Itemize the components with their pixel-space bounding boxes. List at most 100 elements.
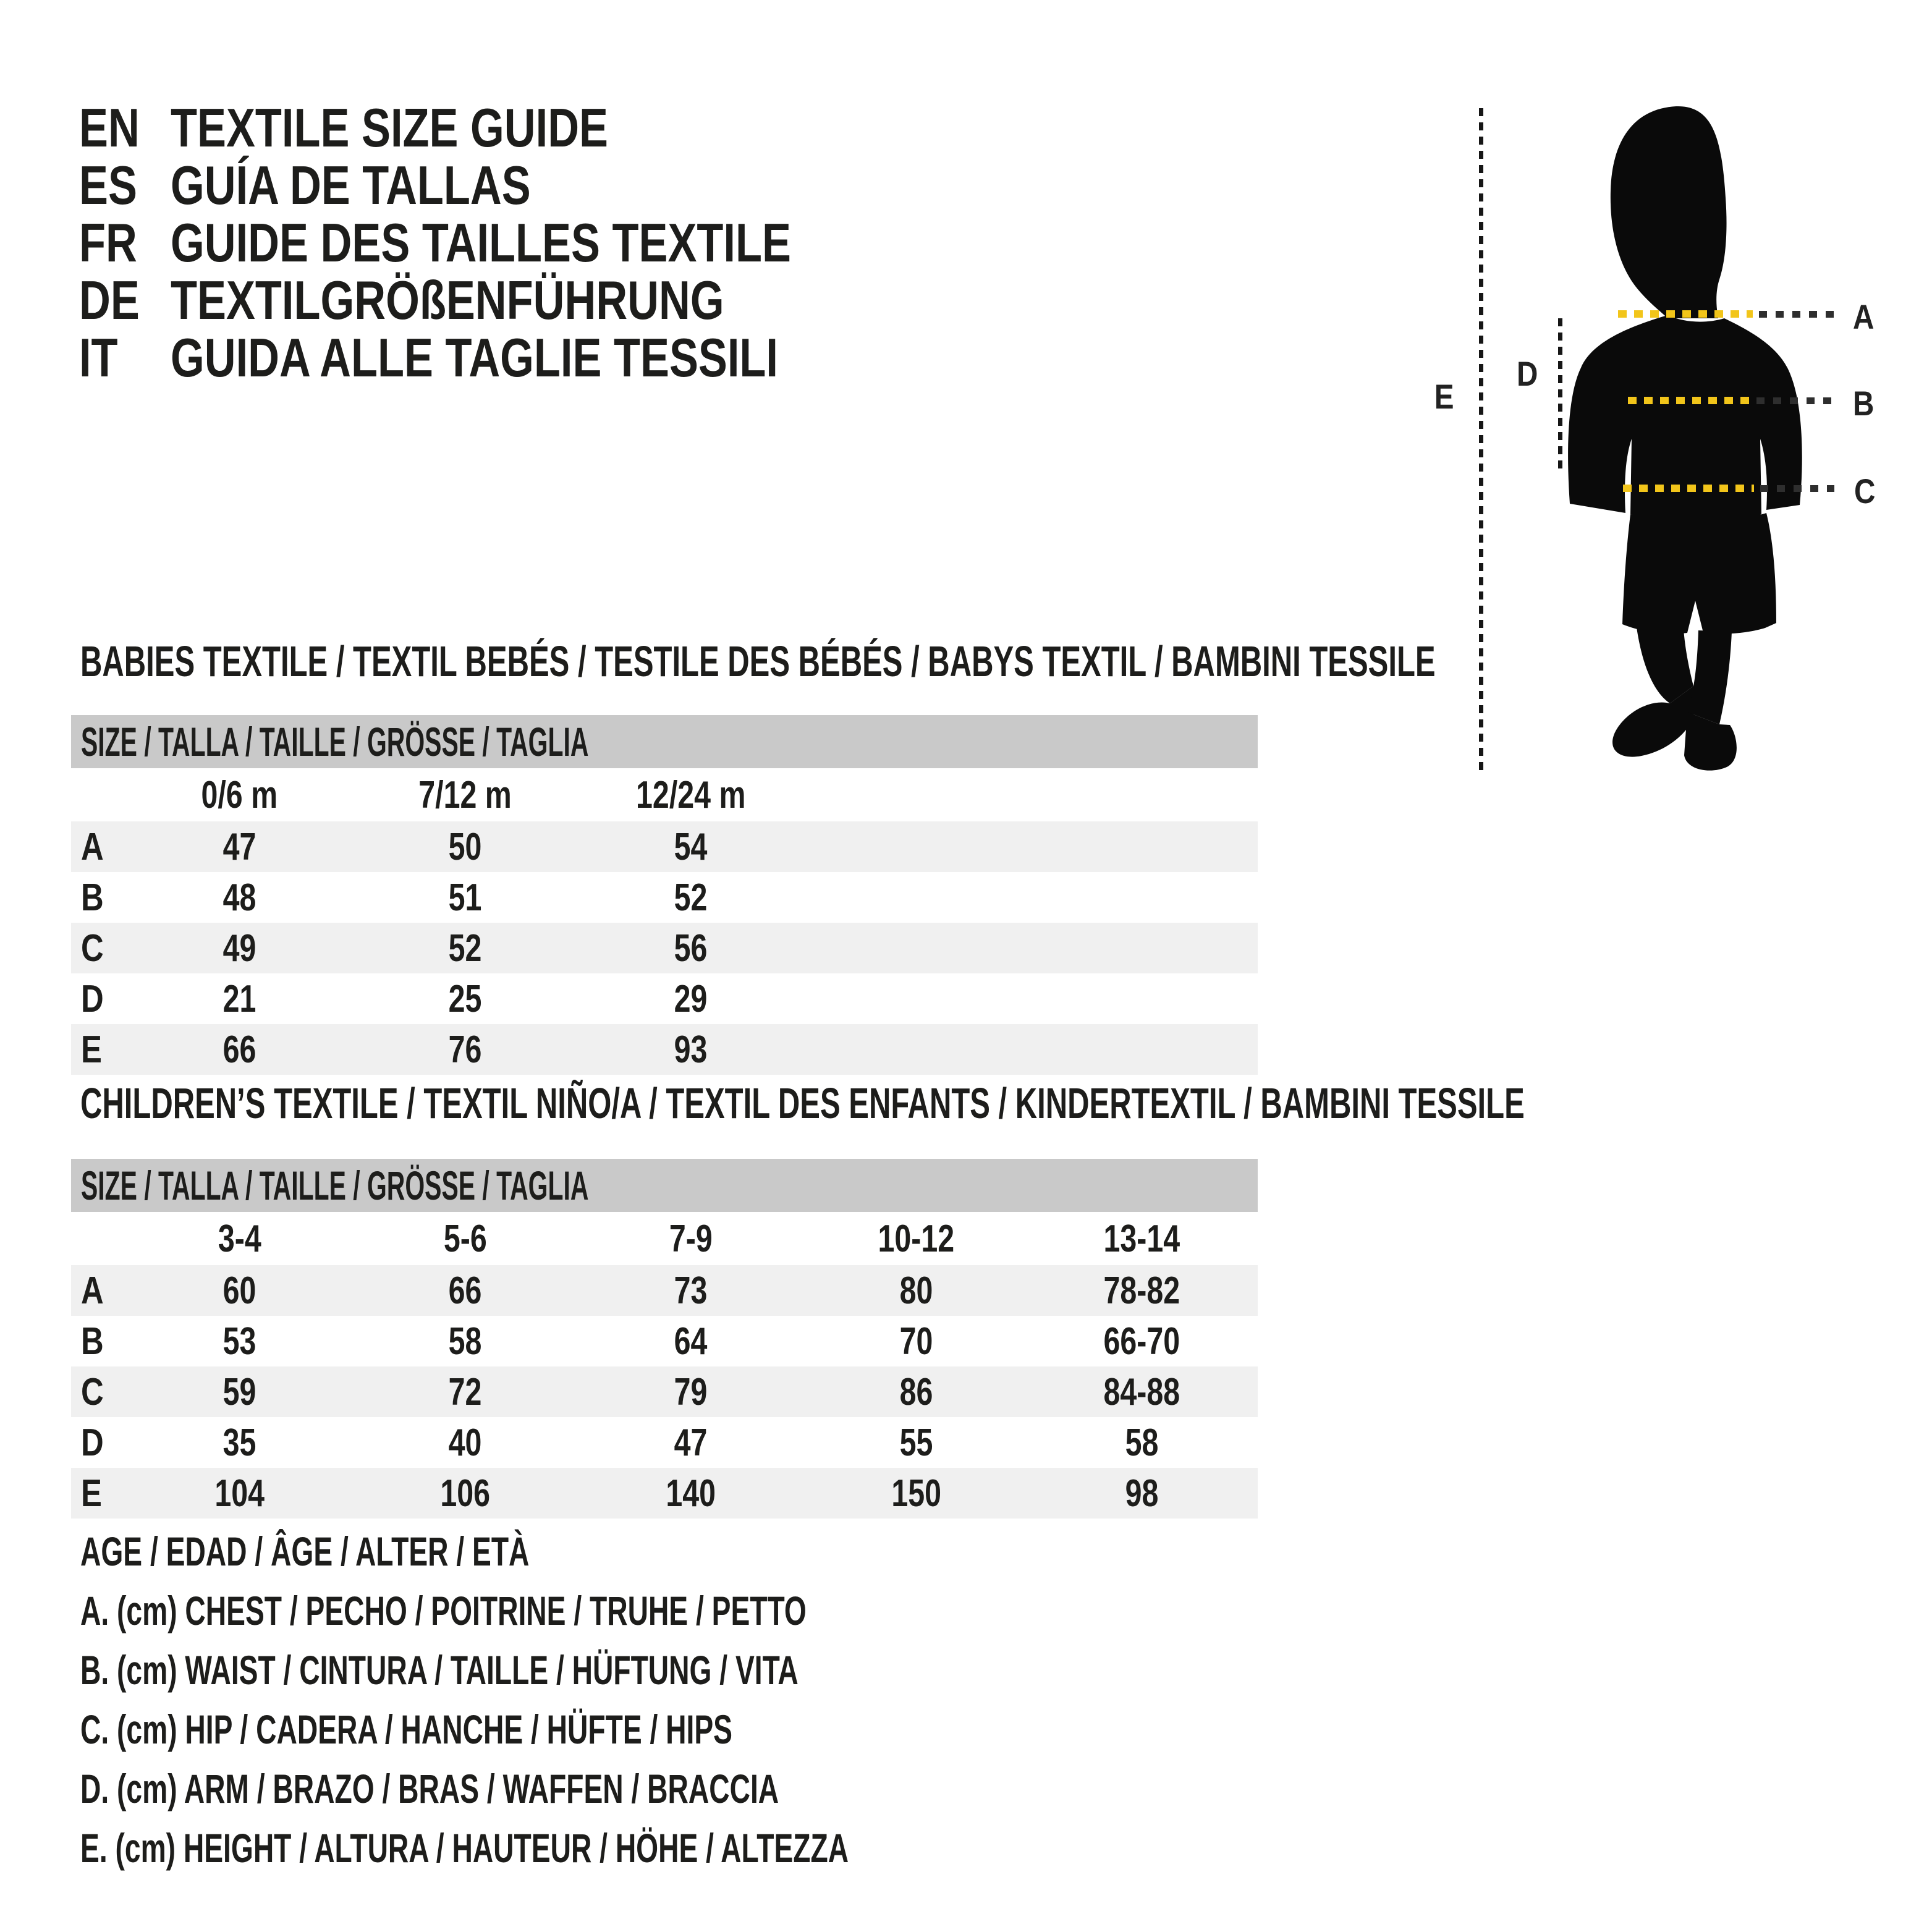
table-cell: 78-82 [1103, 1269, 1180, 1312]
hip-line-dark-dashes [1760, 485, 1834, 492]
legend-line-hip: C. (cm) HIP / CADERA / HANCHE / HÜFTE / … [80, 1706, 732, 1752]
chest-line-yellow-dashes [1618, 310, 1753, 318]
table-row: B 48 51 52 [71, 872, 1258, 923]
legend-line-age: AGE / EDAD / ÂGE / ALTER / ETÀ [80, 1528, 530, 1574]
hip-line-yellow-dashes [1623, 485, 1754, 492]
table-cell: 66 [222, 1028, 256, 1071]
measure-label-B: B [1852, 384, 1875, 423]
legend-line-waist: B. (cm) WAIST / CINTURA / TAILLE / HÜFTU… [80, 1647, 799, 1693]
table-row: C 49 52 56 [71, 923, 1258, 973]
measurement-legend: AGE / EDAD / ÂGE / ALTER / ETÀ A. (cm) C… [80, 1522, 1178, 1878]
table-column-headers: 3-4 5-6 7-9 10-12 13-14 [71, 1212, 1258, 1265]
waist-line-yellow-dashes [1628, 397, 1750, 404]
row-label: A [81, 825, 104, 868]
waist-line-dark-dashes [1756, 397, 1832, 404]
table-row: B 53 58 64 70 66-70 [71, 1316, 1258, 1366]
table-cell: 50 [448, 825, 482, 868]
table-cell: 59 [222, 1370, 256, 1413]
table-cell: 54 [674, 825, 708, 868]
legend-line-chest: A. (cm) CHEST / PECHO / POITRINE / TRUHE… [80, 1588, 807, 1633]
table-cell: 47 [674, 1421, 708, 1464]
legend-line-height: E. (cm) HEIGHT / ALTURA / HAUTEUR / HÖHE… [80, 1825, 849, 1871]
height-measure-line-E [1479, 108, 1483, 773]
table-cell: 86 [899, 1370, 933, 1413]
table-cell: 21 [222, 977, 256, 1020]
table-cell: 70 [899, 1320, 933, 1363]
language-code: ES [79, 154, 137, 216]
language-code: DE [79, 269, 140, 331]
size-header-bar: SIZE / TALLA / TAILLE / GRÖSSE / TAGLIA [71, 1159, 1258, 1212]
column-header: 7/12 m [418, 773, 512, 816]
table-cell: 79 [674, 1370, 708, 1413]
language-title-list: EN TEXTILE SIZE GUIDE ES GUÍA DE TALLAS … [79, 96, 946, 388]
table-cell: 150 [891, 1472, 941, 1515]
table-cell: 93 [674, 1028, 708, 1071]
table-cell: 29 [674, 977, 708, 1020]
table-cell: 73 [674, 1269, 708, 1312]
guide-title: GUIDE DES TAILLES TEXTILE [171, 211, 791, 273]
table-cell: 66 [448, 1269, 482, 1312]
hip-measure-line-C [1623, 485, 1834, 492]
measure-label-C: C [1854, 472, 1876, 511]
table-cell: 56 [674, 926, 708, 970]
row-label: D [81, 977, 104, 1020]
language-row: DE TEXTILGRÖßENFÜHRUNG [79, 269, 946, 331]
guide-title: TEXTILGRÖßENFÜHRUNG [171, 269, 724, 331]
table-cell: 55 [899, 1421, 933, 1464]
guide-title: TEXTILE SIZE GUIDE [171, 96, 608, 158]
table-row: C 59 72 79 86 84-88 [71, 1366, 1258, 1417]
table-row: E 104 106 140 150 98 [71, 1468, 1258, 1519]
table-row: A 60 66 73 80 78-82 [71, 1265, 1258, 1316]
child-silhouette [1568, 106, 1802, 771]
table-cell: 52 [674, 876, 708, 919]
table-cell: 53 [222, 1320, 256, 1363]
table-cell: 47 [222, 825, 256, 868]
measure-label-D: D [1516, 354, 1538, 393]
language-row: IT GUIDA ALLE TAGLIE TESSILI [79, 326, 946, 388]
language-code: IT [79, 326, 118, 388]
language-row: FR GUIDE DES TAILLES TEXTILE [79, 211, 946, 273]
table-cell: 60 [222, 1269, 256, 1312]
language-row: EN TEXTILE SIZE GUIDE [79, 96, 946, 158]
table-cell: 40 [448, 1421, 482, 1464]
waist-measure-line-B [1628, 397, 1832, 404]
row-label: B [81, 1320, 104, 1363]
table-cell: 48 [222, 876, 256, 919]
table-cell: 72 [448, 1370, 482, 1413]
size-header-bar: SIZE / TALLA / TAILLE / GRÖSSE / TAGLIA [71, 715, 1258, 768]
table-cell: 52 [448, 926, 482, 970]
language-code: FR [79, 211, 137, 273]
table-row: D 21 25 29 [71, 973, 1258, 1024]
legend-line-arm: D. (cm) ARM / BRAZO / BRAS / WAFFEN / BR… [80, 1766, 779, 1811]
row-label: B [81, 876, 104, 919]
measure-label-A: A [1852, 297, 1875, 336]
arm-measure-line-D [1558, 318, 1562, 474]
column-header: 7-9 [669, 1217, 713, 1260]
language-row: ES GUÍA DE TALLAS [79, 154, 946, 216]
table-cell: 76 [448, 1028, 482, 1071]
table-cell: 49 [222, 926, 256, 970]
row-label: A [81, 1269, 104, 1312]
column-header: 5-6 [443, 1217, 487, 1260]
table-cell: 66-70 [1103, 1320, 1180, 1363]
table-cell: 51 [448, 876, 482, 919]
guide-title: GUÍA DE TALLAS [171, 154, 531, 216]
row-label: C [81, 1370, 104, 1413]
table-row: D 35 40 47 55 58 [71, 1417, 1258, 1468]
table-row: A 47 50 54 [71, 821, 1258, 872]
row-label: E [81, 1028, 102, 1071]
column-header: 13-14 [1103, 1217, 1180, 1260]
table-cell: 84-88 [1103, 1370, 1180, 1413]
table-cell: 58 [448, 1320, 482, 1363]
table-cell: 25 [448, 977, 482, 1020]
table-cell: 80 [899, 1269, 933, 1312]
row-label: E [81, 1472, 102, 1515]
table-cell: 104 [214, 1472, 265, 1515]
table-column-headers: 0/6 m 7/12 m 12/24 m [71, 768, 1258, 821]
row-label: C [81, 926, 104, 970]
column-header: 0/6 m [201, 773, 278, 816]
column-header: 12/24 m [635, 773, 746, 816]
row-label: D [81, 1421, 104, 1464]
babies-section-title: BABIES TEXTILE / TEXTIL BEBÉS / TESTILE … [80, 637, 1436, 685]
